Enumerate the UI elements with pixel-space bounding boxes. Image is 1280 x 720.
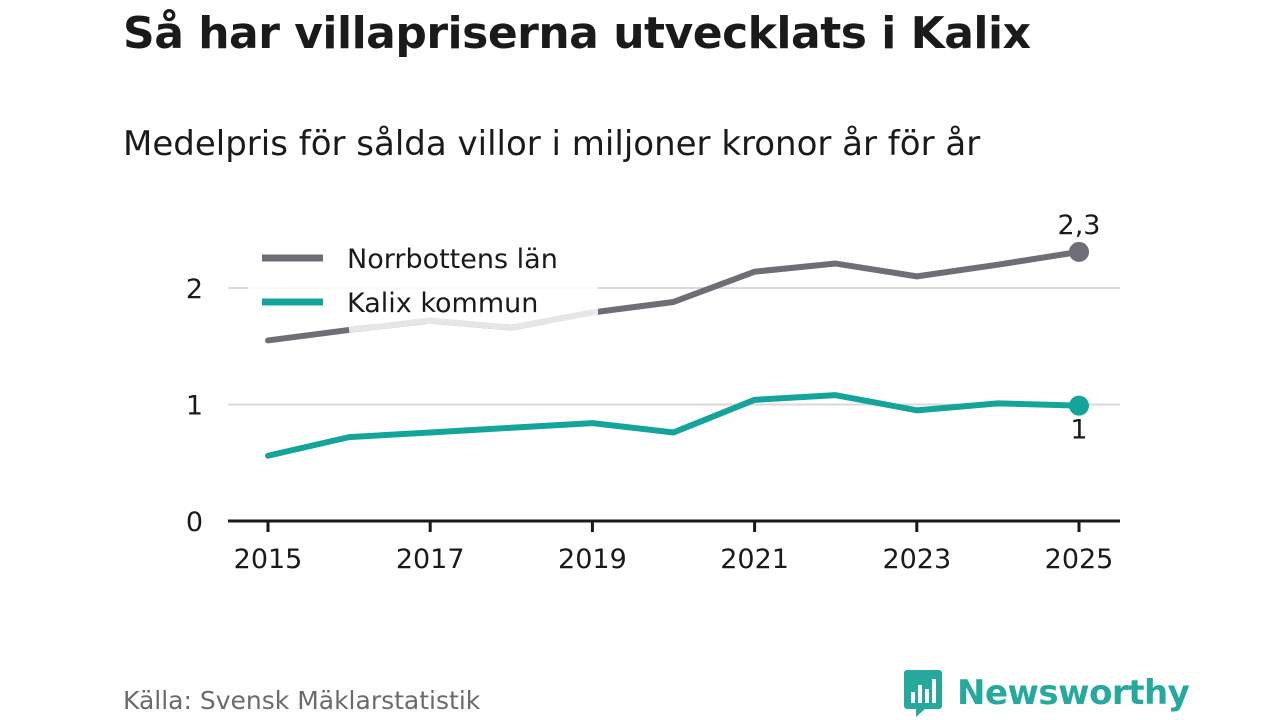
x-tick-label: 2023: [882, 544, 951, 575]
legend-label: Norrbottens län: [347, 244, 558, 275]
source-note: Källa: Svensk Mäklarstatistik: [123, 686, 481, 715]
y-tick-label: 1: [186, 391, 203, 422]
series-end-label-0: 2,3: [1058, 210, 1101, 241]
x-tick-label: 2019: [558, 544, 627, 575]
series-line-1: [265, 392, 1082, 459]
series-endpoint-1: [1069, 395, 1089, 416]
y-tick-label: 2: [186, 274, 203, 305]
y-tick-label: 0: [186, 507, 203, 538]
brand-name: Newsworthy: [957, 673, 1190, 713]
x-tick-label: 2025: [1045, 544, 1114, 575]
bar-chart-icon: [904, 670, 942, 717]
legend-label: Kalix kommun: [347, 288, 538, 319]
chart-subtitle: Medelpris för sålda villor i miljoner kr…: [123, 124, 981, 164]
series-endpoint-0: [1069, 241, 1089, 262]
series-end-label-1: 1: [1070, 415, 1087, 446]
y-axis-ticks: 0 1 2: [186, 274, 203, 538]
chart-title: Så har villapriserna utvecklats i Kalix: [123, 8, 1031, 59]
x-tick-label: 2017: [396, 544, 465, 575]
x-axis-ticks: 2015 2017 2019 2021 2023 2025: [234, 521, 1114, 575]
legend: Norrbottens län Kalix kommun: [248, 232, 598, 333]
legend-masked-line: [348, 309, 593, 333]
x-tick-label: 2021: [720, 544, 789, 575]
x-tick-label: 2015: [234, 544, 303, 575]
newsworthy-logo[interactable]: Newsworthy: [903, 668, 1190, 718]
legend-background: [248, 232, 598, 324]
